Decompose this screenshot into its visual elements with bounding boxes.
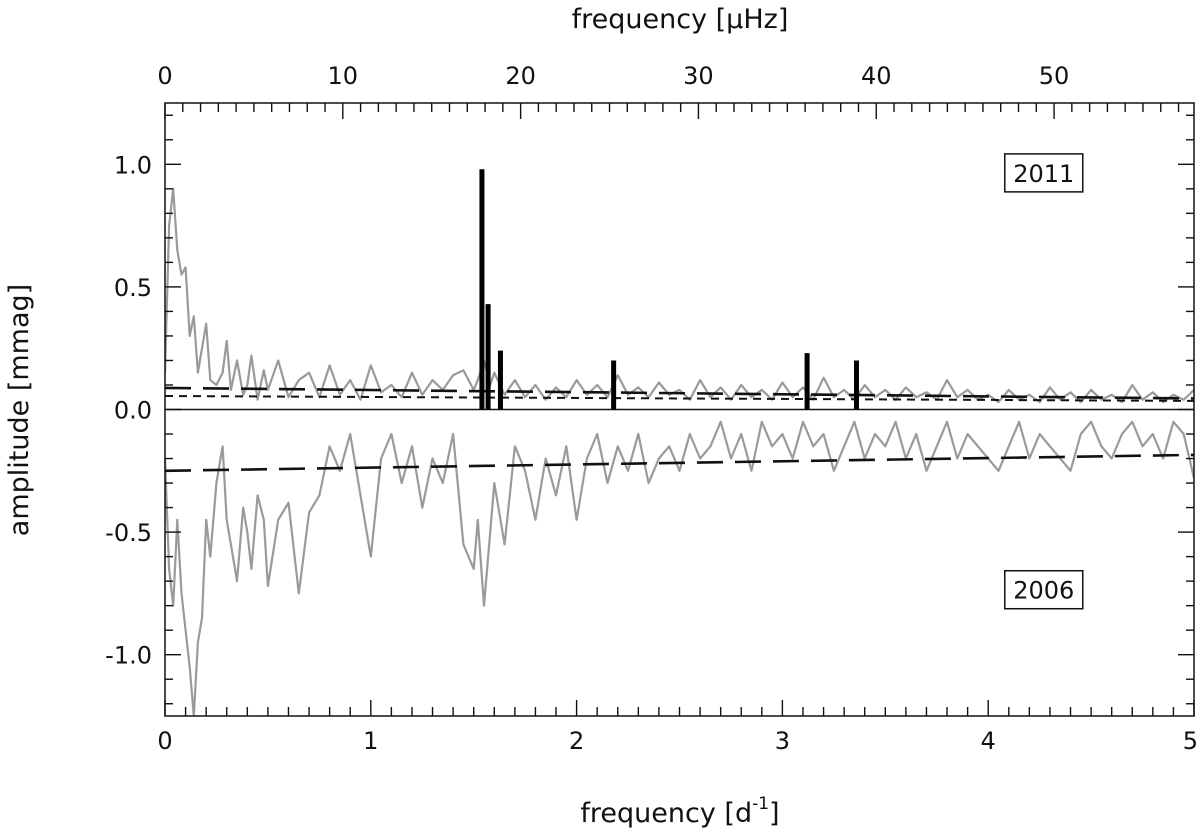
- series-line-1-gray-solid: [165, 187, 1194, 404]
- series-line-2-gray-solid: [165, 420, 1194, 716]
- left-tick-label: 1.0: [114, 151, 152, 179]
- top-tick-label: 30: [683, 62, 714, 90]
- series-line-3-black-long-dash: [165, 386, 1194, 400]
- year-label: 2011: [1013, 160, 1074, 188]
- series-line-4-black-short-dash: [165, 395, 1194, 402]
- year-label-box: [1004, 153, 1084, 193]
- top-tick-label: 0: [157, 62, 172, 90]
- annotations-layer: 2011 2006: [1004, 153, 1084, 610]
- series-line-5-black-long-dash: [165, 453, 1194, 473]
- ticks-layer: [164, 103, 1195, 716]
- top-axis-title: frequency [μHz]: [572, 4, 789, 35]
- top-tick-label: 20: [505, 62, 536, 90]
- left-axis-title: amplitude [mmag]: [4, 284, 35, 536]
- left-tick-label: 0.5: [114, 274, 152, 302]
- bottom-axis-title-end: ]: [769, 798, 780, 829]
- left-tick-label: -0.5: [105, 519, 152, 547]
- top-tick-label: 10: [328, 62, 359, 90]
- top-tick-label: 40: [861, 62, 892, 90]
- year-label: 2006: [1013, 577, 1074, 605]
- bottom-tick-label: 0: [157, 727, 172, 755]
- left-tick-label: 0.0: [114, 397, 152, 425]
- bottom-tick-label: 3: [775, 727, 790, 755]
- tick-labels-layer: 0 1 2 3 4 50 10 20 30 40 50-1.0-0.50.00.51.0: [105, 62, 1198, 755]
- bottom-tick-label: 1: [363, 727, 378, 755]
- bottom-tick-label: 4: [981, 727, 996, 755]
- series-layer: [165, 187, 1194, 716]
- bottom-tick-label: 5: [1183, 727, 1198, 755]
- peaks-layer: [479, 169, 859, 410]
- left-tick-label: -1.0: [105, 642, 152, 670]
- top-tick-label: 50: [1039, 62, 1070, 90]
- bottom-axis-title: frequency [d-1]: [580, 794, 779, 829]
- year-label-box: [1004, 569, 1084, 610]
- bottom-tick-label: 2: [569, 727, 584, 755]
- bottom-axis-title-superscript: -1: [752, 794, 769, 814]
- bottom-axis-title-main: frequency [d: [580, 798, 752, 829]
